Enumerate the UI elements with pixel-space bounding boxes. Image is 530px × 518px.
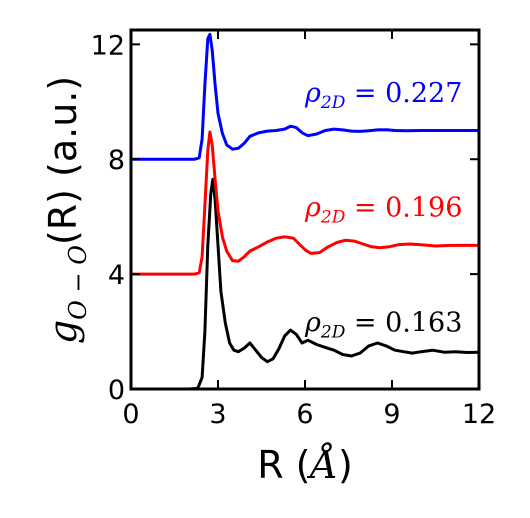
series-labels: ρ2D = 0.163 ρ2D = 0.196 ρ2D = 0.227 [304,78,462,343]
x-tick-label: 12 [462,399,496,430]
y-tick-label: 12 [91,30,125,61]
y-tick-label: 4 [108,260,125,291]
x-tick-label: 0 [122,399,139,430]
y-tick-label: 0 [108,375,125,406]
series-label-1: ρ2D = 0.163 [304,308,462,343]
x-tick-label: 9 [383,399,400,430]
series-label-3: ρ2D = 0.227 [304,78,462,113]
x-axis-ticks: 0 3 6 9 12 [122,30,496,430]
series-line-3 [131,32,479,161]
series-line-1 [131,177,480,391]
series-line-2 [131,130,479,276]
series-label-2: ρ2D = 0.196 [304,193,462,228]
x-tick-label: 3 [209,399,226,430]
y-axis-ticks: 0 4 8 12 [91,30,479,406]
y-axis-title: gO − O(R) (a.u.) [41,76,92,344]
plot-lines [131,32,480,391]
x-axis-title: R (Å) [257,443,353,487]
y-tick-label: 8 [108,145,125,176]
x-tick-label: 6 [296,399,313,430]
